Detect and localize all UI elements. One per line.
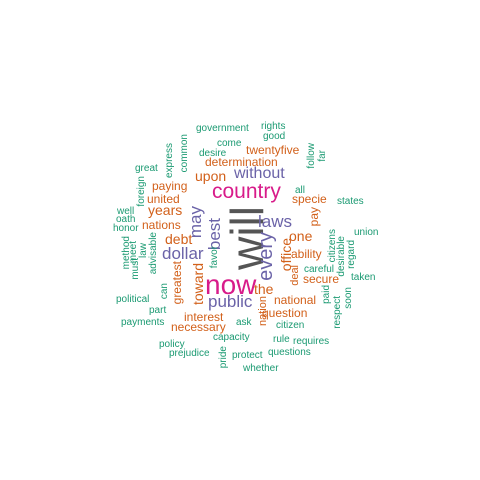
word-requires: requires: [293, 336, 330, 347]
word-interest: interest: [184, 310, 224, 324]
word-come: come: [217, 138, 242, 149]
word-greatest: greatest: [170, 261, 184, 305]
word-country: country: [212, 180, 281, 203]
word-toward: toward: [190, 263, 206, 306]
word-foreign: foreign: [136, 176, 147, 207]
word-questions: questions: [268, 347, 311, 358]
word-favor: favor: [209, 246, 220, 269]
word-desire: desire: [199, 148, 227, 159]
word-deal: deal: [289, 265, 301, 286]
word-debt: debt: [165, 231, 193, 247]
word-necessary: necessary: [171, 320, 226, 334]
word-secure: secure: [303, 272, 340, 286]
word-advisable: advisable: [148, 232, 159, 275]
word-honor: honor: [113, 223, 139, 234]
word-years: years: [148, 202, 183, 218]
word-respect: respect: [332, 296, 343, 329]
word-careful: careful: [304, 264, 335, 275]
word-great: great: [135, 163, 158, 174]
word-determination: determination: [205, 155, 278, 169]
word-public: public: [208, 292, 253, 311]
word-political: political: [116, 294, 150, 305]
word-good: good: [263, 131, 286, 142]
word-upon: upon: [195, 168, 227, 184]
word-nations: nations: [142, 218, 181, 232]
word-payments: payments: [121, 317, 165, 328]
word-paid: paid: [321, 285, 332, 304]
word-regard: regard: [346, 240, 357, 269]
word-taken: taken: [351, 272, 376, 283]
word-far: far: [317, 150, 328, 162]
word-capacity: capacity: [213, 332, 250, 343]
word-dollar: dollar: [162, 244, 204, 263]
word-paying: paying: [152, 179, 188, 193]
word-citizen: citizen: [276, 320, 305, 331]
word-follow: follow: [306, 143, 317, 169]
word-specie: specie: [292, 192, 327, 206]
word-the: the: [254, 281, 274, 297]
word-twentyfive: twentyfive: [246, 143, 300, 157]
word-without: without: [234, 165, 285, 182]
word-union: union: [354, 227, 379, 238]
word-pay: pay: [307, 207, 321, 227]
word-express: express: [164, 143, 175, 179]
word-rights: rights: [261, 121, 286, 132]
word-ask: ask: [236, 317, 252, 328]
word-national: national: [274, 293, 317, 307]
word-all: all: [295, 185, 306, 196]
word-can: can: [159, 283, 170, 300]
word-soon: soon: [343, 287, 354, 309]
word-states: states: [337, 196, 364, 207]
word-part: part: [149, 305, 167, 316]
word-whether: whether: [243, 363, 279, 374]
word-now: now: [205, 269, 257, 300]
word-ability: ability: [291, 247, 322, 261]
word-nation: nation: [257, 296, 269, 326]
word-pride: pride: [218, 346, 229, 369]
word-policy: policy: [159, 339, 185, 350]
word-every: every: [255, 232, 277, 281]
word-common: common: [179, 134, 190, 173]
word-rule: rule: [273, 334, 290, 345]
word-well: well: [117, 206, 135, 217]
word-oath: oath: [116, 214, 136, 225]
word-united: united: [147, 192, 180, 206]
word-prejudice: prejudice: [169, 348, 210, 359]
word-one: one: [289, 228, 313, 244]
word-protect: protect: [232, 350, 263, 361]
word-government: government: [196, 123, 249, 134]
word-laws: laws: [258, 212, 293, 231]
word-question: question: [262, 306, 308, 320]
